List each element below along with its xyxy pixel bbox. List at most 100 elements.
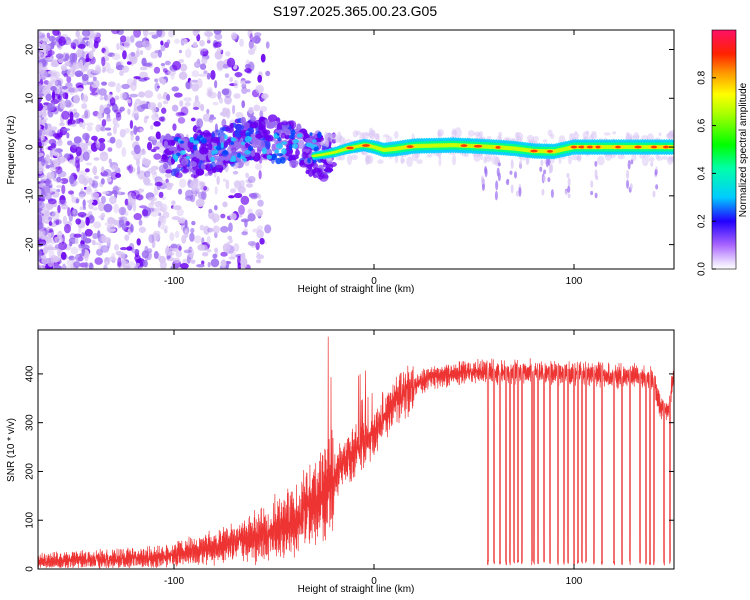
spectrogram-blob	[230, 251, 237, 260]
spectrogram-blob	[652, 190, 656, 198]
spectrogram-blob	[68, 87, 75, 93]
spectrogram-blob	[139, 66, 148, 71]
spectrogram-blob	[132, 78, 137, 86]
spectrogram-blob	[159, 203, 168, 213]
spectrogram-blob	[199, 63, 207, 70]
spectrogram-blob	[330, 133, 338, 140]
spectrogram-blob	[133, 151, 142, 161]
spectrogram-blob	[87, 39, 93, 49]
spectrogram-blob	[66, 259, 74, 266]
spectrogram-blob	[68, 190, 74, 195]
spectrogram-blob	[288, 134, 295, 139]
spectrogram-x-tick-label: 0	[371, 276, 377, 287]
snr-y-ticks: 0 100 200 300 400	[25, 365, 674, 572]
spectrogram-blob	[260, 134, 267, 139]
spectrogram-blob	[473, 153, 481, 162]
spectrogram-blob	[171, 200, 176, 206]
spectrogram-blob	[107, 216, 115, 225]
spectrogram-blob	[192, 140, 200, 145]
spectrogram-blob	[61, 110, 70, 120]
spectrogram-blob	[322, 163, 332, 168]
spectrogram-blob	[170, 243, 178, 249]
spectrogram-blob	[50, 79, 58, 87]
spectrogram-blob	[567, 193, 571, 199]
spectrogram-blob	[101, 56, 106, 67]
spectrogram-blob	[291, 143, 299, 149]
spectrogram-blob	[91, 167, 97, 174]
spectrogram-blob	[126, 61, 132, 65]
spectrogram-blob	[190, 259, 196, 264]
spectrogram-blob	[266, 154, 272, 160]
spectrogram-blob	[148, 31, 157, 36]
spectrogram-blob	[38, 152, 44, 158]
spectrogram-blob	[153, 250, 159, 260]
spectrogram-blob	[183, 249, 192, 254]
spectrogram-blob	[54, 71, 61, 79]
spectrogram-blob	[71, 208, 78, 217]
spectrogram-blob	[200, 49, 204, 56]
spectrogram-blob	[265, 134, 274, 142]
spectrogram-blob	[506, 178, 510, 186]
spectrogram-blob	[38, 37, 42, 42]
spectrogram-blob	[127, 195, 136, 206]
spectrogram-blob	[153, 207, 162, 212]
spectrogram-blob	[590, 190, 594, 196]
snr-plot-area	[38, 336, 674, 569]
spectrogram-blob	[255, 209, 264, 217]
spectrogram-blob	[290, 129, 296, 137]
spectrogram-blob	[43, 80, 49, 85]
spectrogram-blob	[147, 102, 157, 110]
spectrogram-blob	[77, 211, 87, 217]
spectrogram-blob	[176, 163, 184, 169]
spectrogram-y-tick-label: 20	[25, 44, 36, 56]
spectrogram-blob	[51, 101, 55, 111]
spectrogram-blob	[109, 136, 116, 144]
colorbar-tick-label: 0.4	[697, 166, 708, 180]
spectrogram-blob	[65, 220, 72, 225]
spectrogram-blob	[137, 91, 146, 98]
spectrogram-blob	[134, 265, 139, 269]
spectrogram-blob	[558, 156, 562, 165]
spectrogram-blob	[154, 181, 163, 187]
spectrogram-blob	[111, 252, 116, 261]
spectrogram-blob	[631, 154, 637, 162]
spectrogram-blob	[214, 80, 218, 89]
snr-y-label: SNR (10 * v/v)	[6, 418, 17, 482]
spectrogram-blob	[548, 164, 552, 174]
snr-panel: -100 0 100 0 100 200 300 400 Height of straigh…	[6, 329, 675, 595]
spectrogram-blob	[156, 30, 163, 38]
spectrogram-blob	[252, 44, 257, 51]
spectrogram-blob	[157, 220, 161, 228]
spectrogram-blob	[131, 248, 140, 254]
spectrogram-blob	[151, 34, 159, 39]
spectrogram-blob	[590, 180, 594, 188]
spectrogram-blob	[74, 180, 79, 186]
spectrogram-blob	[130, 224, 134, 233]
spectrogram-blob	[198, 48, 208, 52]
spectrogram-blob	[590, 133, 598, 140]
spectrogram-blob	[142, 30, 149, 37]
spectrogram-blob	[595, 145, 601, 149]
spectrogram-blob	[69, 52, 76, 63]
spectrogram-blob	[39, 37, 49, 44]
spectrogram-blob	[255, 84, 264, 94]
spectrogram-blob	[101, 81, 108, 86]
spectrogram-blob	[241, 231, 248, 236]
spectrogram-blob	[38, 168, 43, 172]
spectrogram-blob	[494, 190, 498, 201]
spectrogram-blob	[189, 232, 195, 242]
spectrogram-blob	[519, 160, 523, 170]
spectrogram-blob	[233, 243, 240, 252]
colorbar-tick-label: 0.0	[697, 262, 708, 276]
spectrogram-blob	[107, 228, 117, 232]
spectrogram-blob	[70, 247, 79, 255]
spectrogram-blob	[164, 60, 171, 66]
spectrogram-blob	[38, 183, 47, 188]
spectrogram-blob	[79, 222, 86, 228]
colorbar: 0.0 0.2 0.4 0.6 0.8 Normalized spectral ampl…	[697, 29, 749, 276]
spectrogram-blob	[190, 117, 196, 122]
spectrogram-blob	[38, 114, 42, 123]
spectrogram-blob	[362, 144, 370, 147]
spectrogram-blob	[250, 193, 258, 200]
spectrogram-blob	[240, 218, 250, 223]
